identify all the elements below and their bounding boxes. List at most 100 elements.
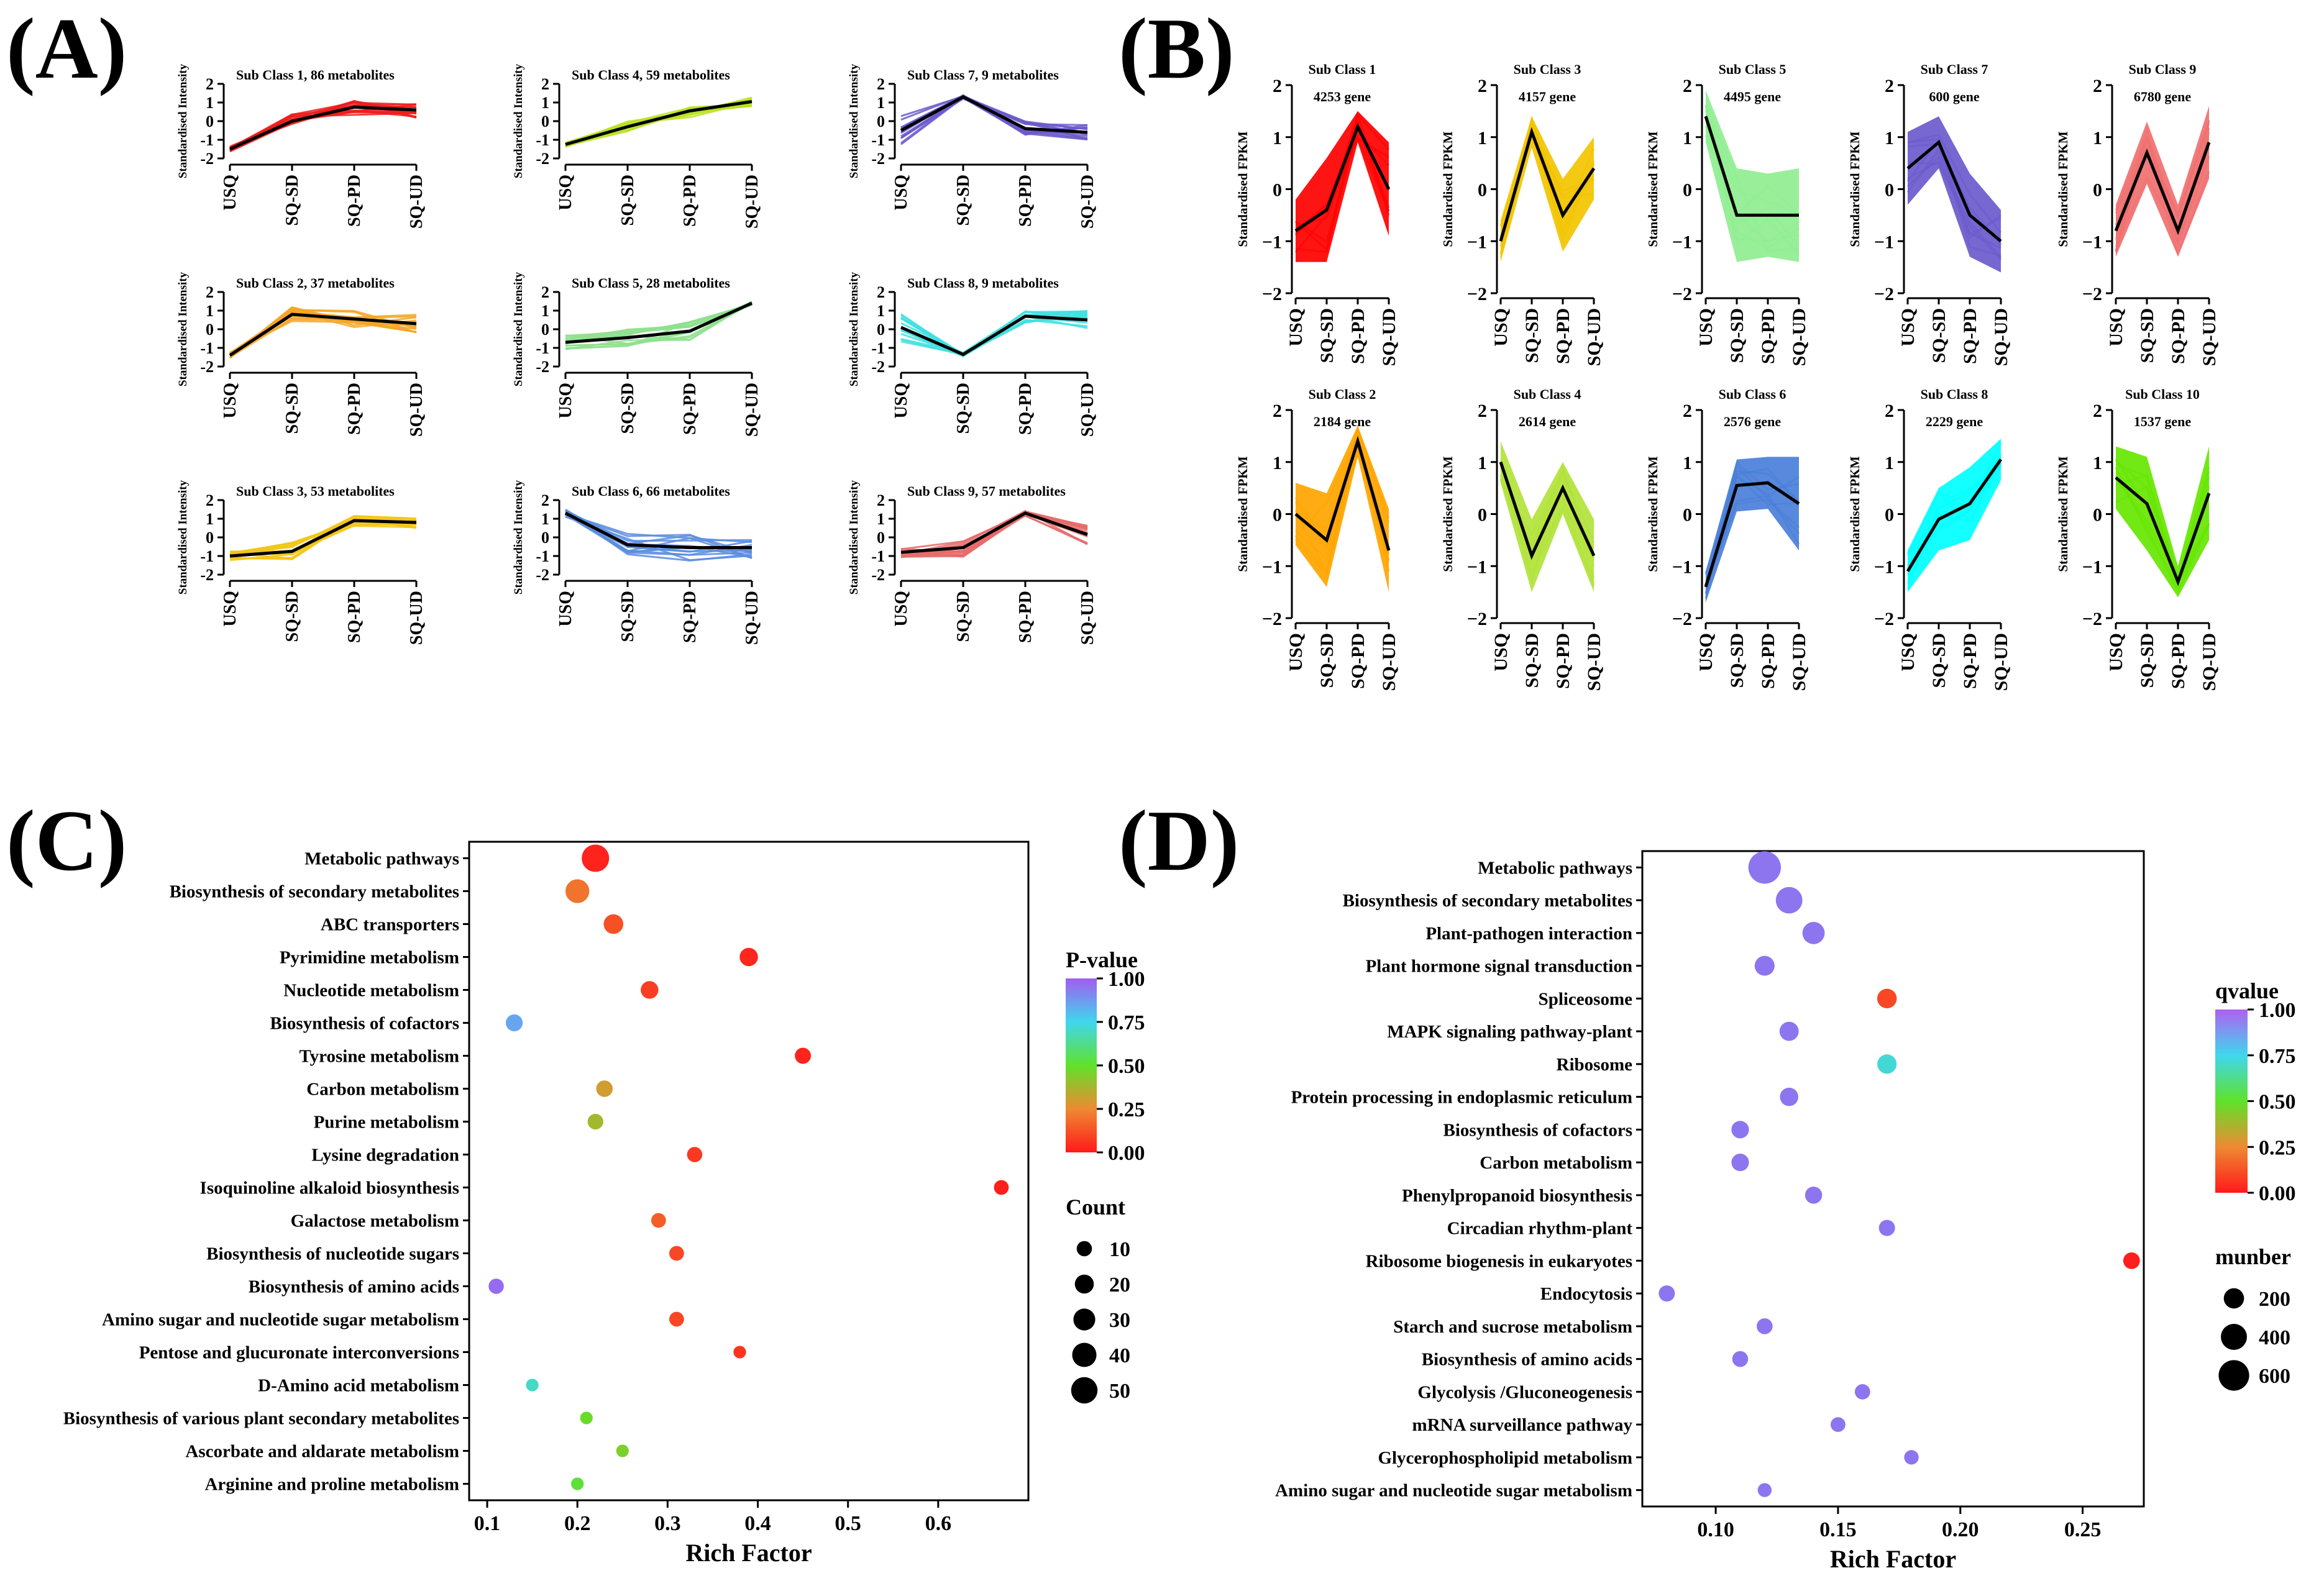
bubble-point [994,1180,1009,1195]
y-axis-title: Standardised FPKM [2056,456,2070,572]
member-line [1295,112,1390,253]
subplot-title: Sub Class 9, 57 metabolites [907,483,1066,499]
y-axis-title: Standardised FPKM [1847,456,1862,572]
y-tick-label: 1 [541,94,549,112]
member-line [1704,105,1800,243]
pathway-label: Carbon metabolism [306,1080,459,1100]
size-legend-label: 10 [1109,1238,1130,1261]
member-line [1906,457,2002,557]
y-axis-title: Standardised FPKM [1440,456,1455,572]
y-tick-label: −2 [1672,284,1692,304]
size-legend-label: 40 [1109,1344,1130,1367]
y-axis-title: Standardised FPKM [1645,131,1660,247]
panel-d-bubble-chart: Metabolic pathways Biosynthesis of second… [1275,850,2296,1573]
pathway-label: Biosynthesis of various plant secondary … [63,1409,459,1429]
y-tick-label: 2 [1478,401,1487,421]
mean-line [1499,127,1596,242]
member-line [1906,155,2001,249]
bubble-point [1748,851,1781,884]
x-tick-label: SQ-PD [345,383,364,435]
plot-frame [1641,850,2145,1508]
x-tick-label: SQ-SD [1929,633,1949,688]
x-tick-label: SQ-PD [345,175,364,227]
mean-line [900,511,1088,554]
bubble-point [571,1477,584,1490]
color-legend-label: 0.75 [2259,1045,2296,1068]
color-legend-label: 1.00 [2259,999,2296,1022]
x-tick-label: SQ-PD [1960,633,1980,689]
y-tick-label: -1 [200,547,214,565]
y-tick-label: 1 [206,94,214,112]
bubble-point [1731,1154,1749,1172]
y-tick-label: 2 [1885,76,1894,96]
member-line [565,105,753,148]
pathway-label: Isoquinoline alkaloid biosynthesis [200,1178,459,1198]
y-tick-label: −1 [2082,232,2102,252]
color-legend-label: 0.50 [1108,1055,1145,1078]
color-legend-title: P-value [1066,947,1138,972]
mean-line [564,511,752,549]
bubble-point [596,1080,613,1097]
member-line [1294,450,1390,560]
mean-line [900,314,1088,357]
x-tick-label: SQ-UD [1379,308,1399,366]
x-tick-label: 0.10 [1697,1518,1734,1541]
y-tick-label: -1 [871,339,885,357]
size-legend-dot [2218,1360,2249,1391]
y-axis-title: Standardised FPKM [1235,456,1250,572]
y-tick-label: -2 [200,358,214,376]
bubble-point [1877,1054,1897,1074]
y-tick-label: 1 [877,510,885,528]
bubble-point [1779,1021,1799,1041]
y-tick-label: 2 [541,283,549,301]
member-line [1295,124,1390,252]
subplot-title: Sub Class 6 [1719,386,1786,402]
bubble-point [687,1147,703,1162]
mean-line [229,105,417,151]
subplot-title: Sub Class 4, 59 metabolites [572,67,730,83]
x-tick-label: USQ [892,175,911,211]
member-line [229,111,417,152]
x-tick-label: SQ-SD [1317,633,1337,688]
y-tick-label: 1 [1273,453,1282,473]
pathway-label: Plant-pathogen interaction [1425,924,1632,944]
mean-line [1294,435,1391,551]
subplot-subtitle: 4495 gene [1724,89,1782,104]
pathway-label: Carbon metabolism [1480,1153,1632,1173]
x-tick-label: SQ-PD [345,591,364,643]
x-tick-label: SQ-PD [1016,591,1035,643]
y-tick-label: 2 [2093,76,2102,96]
x-tick-label: 0.20 [1942,1518,1979,1541]
y-tick-label: 2 [206,283,214,301]
bubble-point [616,1444,629,1457]
x-tick-label: 0.2 [564,1512,591,1535]
color-legend-label: 0.00 [2259,1182,2296,1205]
x-tick-label: SQ-UD [1991,308,2011,366]
x-tick-label: USQ [1491,633,1511,672]
bubble-point [669,1246,684,1261]
bubble-point [1775,886,1803,914]
x-tick-label: SQ-UD [1379,633,1399,691]
subplot-subtitle: 2229 gene [1926,414,1983,429]
pathway-label: Biosynthesis of amino acids [1422,1350,1632,1370]
bubble-point [733,1346,746,1359]
y-tick-label: 0 [541,321,549,339]
bubble-point [2123,1252,2140,1269]
subplot-title: Sub Class 7, 9 metabolites [907,67,1059,83]
size-legend-dot [1071,1377,1098,1404]
bubble-point [1805,1187,1823,1204]
y-tick-label: 2 [877,283,885,301]
y-axis-title: Standardised FPKM [1235,131,1250,247]
y-tick-label: 1 [1683,453,1692,473]
mean-line [229,312,417,357]
y-tick-label: 2 [541,491,549,509]
bubble-point [587,1113,603,1130]
x-tick-label: SQ-UD [743,591,762,645]
member-line [900,95,1088,130]
x-tick-label: USQ [1491,308,1511,347]
y-tick-label: 1 [1273,128,1282,148]
member-line [1906,459,2002,590]
x-tick-label: USQ [1696,633,1716,672]
pathway-label: Protein processing in endoplasmic reticu… [1291,1088,1632,1108]
